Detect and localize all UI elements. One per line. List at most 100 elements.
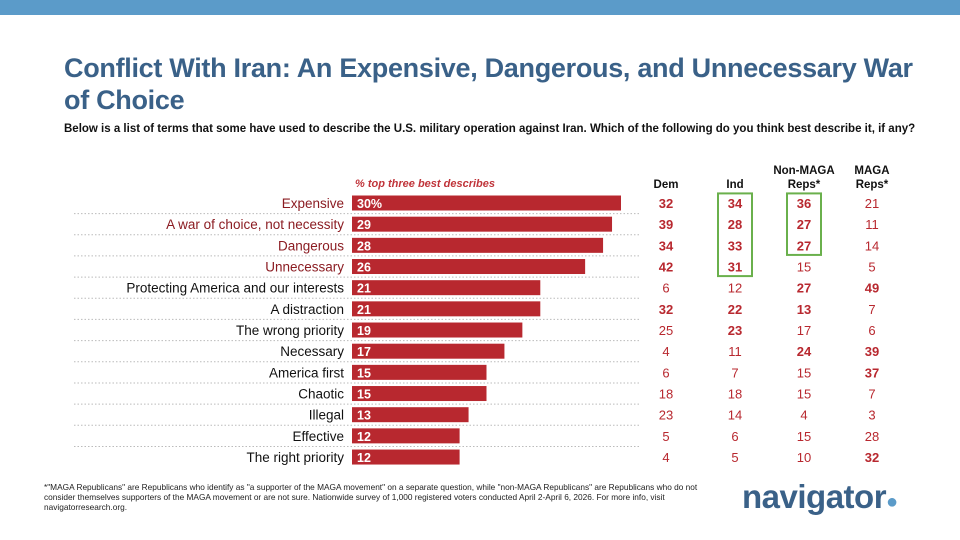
bar: [352, 301, 541, 317]
table-cell: 15: [797, 429, 811, 444]
table-cell: 22: [728, 302, 742, 317]
table-cell: 6: [868, 323, 875, 338]
table-cell: 7: [868, 387, 875, 402]
bar: [352, 259, 586, 275]
table-cell: 27: [797, 217, 811, 232]
table-cell: 32: [865, 450, 879, 465]
page-title: Conflict With Iran: An Expensive, Danger…: [64, 53, 913, 115]
col-header-maga: MAGA Reps*: [854, 165, 890, 191]
bar-value-label: 15: [357, 366, 371, 380]
col-header-non-maga: Non-MAGA Reps*: [773, 165, 835, 191]
table-cell: 25: [659, 323, 673, 338]
bar: [352, 386, 487, 402]
table-cell: 36: [797, 196, 811, 211]
table-cell: 18: [659, 387, 673, 402]
category-label: Unnecessary: [265, 260, 344, 275]
table-cell: 31: [728, 260, 742, 275]
highlight-box: [786, 192, 822, 256]
bar: [352, 428, 460, 444]
question-text: Below is a list of terms that some have …: [64, 123, 916, 135]
table-cell: 4: [662, 450, 669, 465]
bar: [352, 237, 604, 253]
table-cell: 21: [865, 196, 879, 211]
table-cell: 17: [797, 323, 811, 338]
bar-value-label: 21: [357, 303, 371, 317]
table-cell: 4: [800, 408, 807, 423]
category-label: Expensive: [282, 196, 344, 211]
table-cell: 39: [865, 344, 879, 359]
table-cell: 42: [659, 260, 673, 275]
bar-value-label: 12: [357, 451, 371, 465]
bar-value-label: 28: [357, 239, 371, 253]
bar-value-label: 30%: [357, 197, 382, 211]
table-cell: 14: [728, 408, 742, 423]
bar: [352, 195, 621, 211]
table-cell: 5: [731, 450, 738, 465]
bar-value-label: 13: [357, 409, 371, 423]
table-cell: 12: [728, 281, 742, 296]
bar-value-label: 26: [357, 261, 371, 275]
table-cell: 14: [865, 238, 879, 253]
table-cell: 23: [659, 408, 673, 423]
category-label: A distraction: [270, 302, 344, 317]
bar-value-label: 15: [357, 388, 371, 402]
table-cell: 4: [662, 344, 669, 359]
table-cell: 15: [797, 387, 811, 402]
bar: [352, 322, 523, 338]
category-label: Necessary: [280, 344, 344, 359]
highlight-box: [717, 192, 753, 278]
table-cell: 15: [797, 260, 811, 275]
category-label: America first: [269, 365, 344, 380]
table-cell: 33: [728, 238, 742, 253]
navigator-logo: navigator●: [742, 478, 898, 515]
bar-value-label: 29: [357, 218, 371, 232]
table-cell: 7: [731, 365, 738, 380]
table-cell: 18: [728, 387, 742, 402]
table-cell: 13: [797, 302, 811, 317]
table-cell: 28: [865, 429, 879, 444]
table-cell: 6: [662, 281, 669, 296]
table-cell: 28: [728, 217, 742, 232]
table-cell: 24: [797, 344, 812, 359]
table-cell: 27: [797, 281, 811, 296]
category-label: A war of choice, not necessity: [166, 217, 344, 232]
bar: [352, 449, 460, 465]
table-cell: 6: [662, 365, 669, 380]
category-label: Effective: [292, 429, 344, 444]
table-cell: 49: [865, 281, 879, 296]
table-cell: 32: [659, 302, 673, 317]
table-cell: 3: [868, 408, 875, 423]
footnote: *"MAGA Republicans" are Republicans who …: [44, 482, 698, 512]
top-banner: [0, 0, 960, 15]
table-cell: 10: [797, 450, 811, 465]
table-cell: 23: [728, 323, 742, 338]
bar: [352, 280, 541, 296]
table-cell: 11: [728, 344, 742, 359]
bar-value-label: 12: [357, 430, 371, 444]
table-cell: 37: [865, 365, 879, 380]
table-cell: 11: [865, 217, 879, 232]
bar-value-label: 21: [357, 282, 371, 296]
bar: [352, 364, 487, 380]
category-label: The wrong priority: [236, 323, 344, 338]
table-cell: 5: [868, 260, 875, 275]
bar: [352, 343, 505, 359]
category-label: Chaotic: [298, 387, 344, 402]
bar-value-label: 17: [357, 345, 371, 359]
table-cell: 15: [797, 365, 811, 380]
table-cell: 34: [659, 238, 674, 253]
table-cell: 32: [659, 196, 673, 211]
col-header-ind: Ind: [726, 179, 744, 191]
table-cell: 6: [731, 429, 738, 444]
table-cell: 5: [662, 429, 669, 444]
category-label: Dangerous: [278, 238, 344, 253]
col-header-dem: Dem: [653, 179, 679, 191]
bar: [352, 407, 469, 423]
bar: [352, 216, 613, 232]
table-cell: 34: [728, 196, 743, 211]
category-label: Illegal: [309, 408, 344, 423]
category-label: Protecting America and our interests: [126, 281, 344, 296]
table-cell: 39: [659, 217, 673, 232]
bar-value-label: 19: [357, 324, 371, 338]
